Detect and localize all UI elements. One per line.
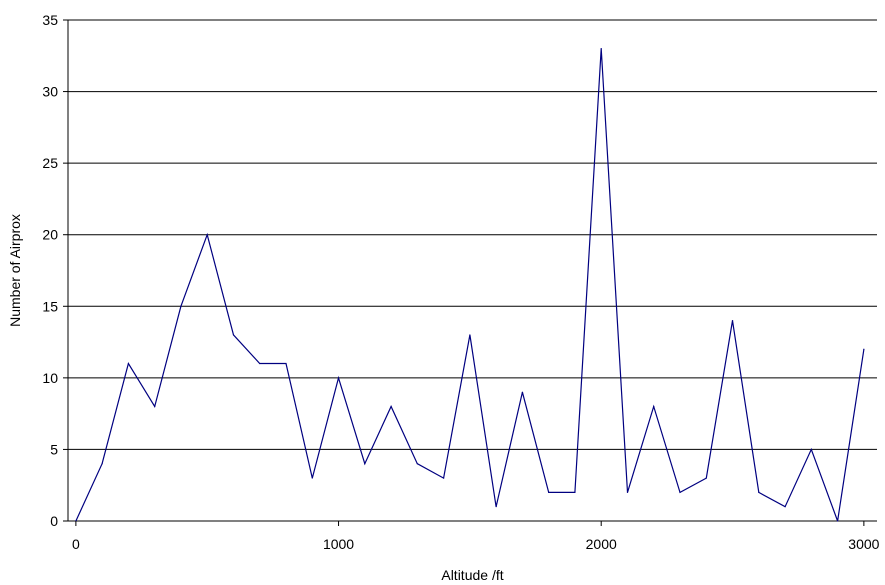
y-axis-title: Number of Airprox — [7, 214, 23, 327]
data-point-0-15 — [469, 334, 471, 336]
grid-lines — [68, 19, 877, 450]
y-tick-label-20: 20 — [42, 227, 58, 243]
data-point-0-28 — [810, 448, 812, 451]
data-point-0-12 — [390, 405, 392, 408]
data-point-0-25 — [731, 320, 734, 322]
y-tick-label-25: 25 — [42, 155, 58, 171]
data-point-0-17 — [521, 391, 524, 393]
y-tick-label-5: 5 — [50, 441, 58, 457]
x-tick-label-2000: 2000 — [586, 536, 617, 552]
x-axis-title: Altitude /ft — [441, 567, 503, 583]
x-tick-label-1000: 1000 — [323, 536, 354, 552]
data-point-0-27 — [784, 506, 786, 508]
data-point-0-8 — [285, 362, 287, 365]
data-point-0-16 — [495, 506, 497, 508]
x-axis: 0 1000 2000 3000 — [72, 521, 880, 552]
data-point-0-14 — [443, 477, 445, 479]
plot-area — [67, 20, 877, 522]
data-point-0-19 — [574, 491, 576, 493]
y-axis: 0 5 10 15 20 25 30 35 — [42, 12, 68, 529]
data-point-0-6 — [232, 334, 235, 336]
data-point-0-5 — [206, 234, 208, 236]
series-line-0 — [75, 48, 865, 522]
data-point-0-2 — [127, 362, 130, 365]
data-point-0-11 — [364, 463, 366, 465]
series-layer — [75, 48, 865, 522]
data-point-0-21 — [626, 491, 629, 493]
x-tick-label-0: 0 — [72, 536, 80, 552]
data-point-0-22 — [653, 405, 655, 408]
data-point-0-30 — [863, 348, 865, 350]
y-tick-label-10: 10 — [42, 370, 58, 386]
data-point-0-18 — [548, 491, 550, 493]
data-point-0-13 — [416, 463, 418, 465]
data-point-0-3 — [154, 405, 156, 408]
y-tick-label-0: 0 — [50, 513, 58, 529]
data-point-0-4 — [180, 305, 182, 307]
data-point-0-9 — [311, 477, 313, 479]
y-tick-label-35: 35 — [42, 12, 58, 28]
y-tick-label-30: 30 — [42, 84, 58, 100]
data-point-0-1 — [101, 463, 103, 465]
data-point-0-29 — [837, 520, 839, 522]
x-tick-label-3000: 3000 — [848, 536, 879, 552]
data-point-0-26 — [758, 491, 760, 493]
data-point-0-10 — [337, 377, 340, 379]
y-tick-label-15: 15 — [42, 298, 58, 314]
data-point-0-20 — [600, 48, 602, 50]
data-point-0-24 — [705, 477, 707, 479]
data-point-0-23 — [679, 491, 681, 493]
data-point-0-7 — [259, 362, 261, 365]
